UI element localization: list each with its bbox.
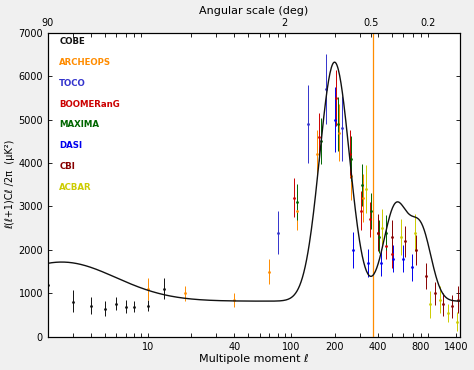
- Text: BOOMERanG: BOOMERanG: [59, 100, 120, 108]
- Text: DASI: DASI: [59, 141, 82, 150]
- X-axis label: Angular scale (deg): Angular scale (deg): [199, 6, 309, 16]
- Text: COBE: COBE: [59, 37, 85, 46]
- X-axis label: Multipole moment ℓ: Multipole moment ℓ: [199, 354, 309, 364]
- Text: MAXIMA: MAXIMA: [59, 120, 99, 130]
- Y-axis label: ℓ(ℓ+1)Cℓ /2π  (μK²): ℓ(ℓ+1)Cℓ /2π (μK²): [6, 140, 16, 229]
- Text: TOCO: TOCO: [59, 79, 86, 88]
- Text: ACBAR: ACBAR: [59, 183, 92, 192]
- Text: CBI: CBI: [59, 162, 75, 171]
- Text: ARCHEOPS: ARCHEOPS: [59, 58, 111, 67]
